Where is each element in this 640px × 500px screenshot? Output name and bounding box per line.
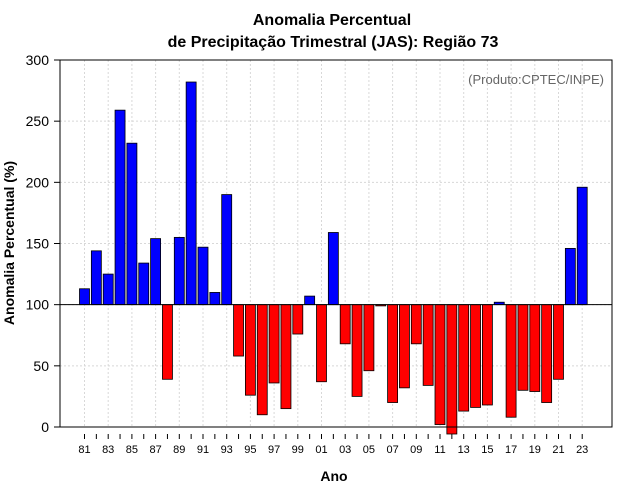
x-tick-label: 89 bbox=[173, 444, 185, 456]
bar-2005 bbox=[363, 304, 375, 372]
bar-2015 bbox=[481, 304, 493, 406]
bar-1983 bbox=[102, 273, 114, 306]
bar-series bbox=[79, 81, 588, 435]
bar-1985 bbox=[126, 142, 138, 306]
bar-2010 bbox=[422, 304, 434, 386]
x-tick-label: 13 bbox=[458, 444, 470, 456]
bar-1999 bbox=[292, 304, 304, 335]
bar-2003 bbox=[339, 304, 351, 345]
bar-2014 bbox=[470, 304, 481, 408]
bar-2018 bbox=[517, 304, 529, 391]
y-tick-label: 250 bbox=[26, 113, 50, 129]
y-tick-label: 150 bbox=[26, 236, 50, 252]
bar-2019 bbox=[529, 304, 541, 392]
x-tick-label: 97 bbox=[268, 444, 280, 456]
bar-1996 bbox=[256, 304, 268, 416]
x-tick-label: 23 bbox=[576, 444, 588, 456]
x-axis-label: Ano bbox=[320, 468, 347, 484]
x-tick-label: 83 bbox=[102, 444, 114, 456]
bar-2021 bbox=[553, 304, 564, 380]
bar-1994 bbox=[233, 304, 244, 357]
bar-1992 bbox=[209, 292, 221, 306]
y-tick-label: 0 bbox=[41, 419, 49, 435]
bar-1998 bbox=[280, 304, 292, 410]
bar-2002 bbox=[327, 232, 339, 306]
bar-2023 bbox=[576, 186, 588, 306]
bar-2008 bbox=[399, 304, 410, 389]
y-tick-label: 50 bbox=[33, 358, 49, 374]
bar-1993 bbox=[221, 194, 233, 306]
y-axis-label: Anomalia Percentual (%) bbox=[1, 161, 17, 325]
x-axis: 81 83 85 87 89 91 93 95 97 99 01 03 05 07 09 11 13 15 17 19… bbox=[78, 434, 588, 456]
bar-1981 bbox=[79, 288, 90, 306]
x-tick-label: 01 bbox=[315, 444, 327, 456]
x-tick-label: 93 bbox=[221, 444, 233, 456]
x-tick-label: 95 bbox=[244, 444, 256, 456]
bar-1982 bbox=[90, 250, 102, 306]
bar-2000 bbox=[304, 295, 316, 306]
x-tick-label: 03 bbox=[339, 444, 351, 456]
bar-1997 bbox=[268, 304, 280, 384]
x-tick-label: 99 bbox=[292, 444, 304, 456]
bar-1987 bbox=[150, 238, 162, 306]
bar-1995 bbox=[244, 304, 256, 396]
x-tick-label: 15 bbox=[481, 444, 493, 456]
x-tick-label: 91 bbox=[197, 444, 209, 456]
x-tick-label: 19 bbox=[529, 444, 541, 456]
x-tick-label: 21 bbox=[552, 444, 564, 456]
x-tick-label: 85 bbox=[126, 444, 138, 456]
bar-1991 bbox=[197, 246, 209, 306]
bar-2022 bbox=[564, 247, 576, 306]
x-tick-label: 87 bbox=[149, 444, 161, 456]
x-tick-label: 09 bbox=[410, 444, 422, 456]
y-tick-label: 300 bbox=[26, 52, 50, 68]
x-tick-label: 05 bbox=[363, 444, 375, 456]
bar-2013 bbox=[458, 304, 470, 412]
bar-2012 bbox=[446, 304, 458, 435]
x-tick-label: 17 bbox=[505, 444, 517, 456]
y-axis: 0 50 100 150 200 250 300 bbox=[26, 52, 60, 435]
source-note: (Produto:CPTEC/INPE) bbox=[468, 72, 604, 87]
x-tick-label: 07 bbox=[386, 444, 398, 456]
bar-2011 bbox=[434, 304, 446, 425]
bar-2004 bbox=[351, 304, 363, 397]
bar-1988 bbox=[162, 304, 173, 380]
bar-1989 bbox=[173, 236, 185, 306]
bar-2009 bbox=[410, 304, 422, 345]
x-tick-label: 11 bbox=[434, 444, 445, 456]
bar-2017 bbox=[505, 304, 517, 418]
x-tick-label: 81 bbox=[78, 444, 90, 456]
bar-1986 bbox=[138, 262, 150, 306]
chart-title-line2: de Precipitação Trimestral (JAS): Região… bbox=[168, 34, 499, 51]
y-tick-label: 200 bbox=[26, 174, 50, 190]
chart-title-line1: Anomalia Percentual bbox=[253, 12, 411, 29]
bar-2020 bbox=[541, 304, 553, 403]
bar-1984 bbox=[114, 109, 126, 306]
y-tick-label: 100 bbox=[26, 297, 50, 313]
bar-2001 bbox=[316, 304, 327, 383]
bar-2007 bbox=[387, 304, 399, 403]
bar-1990 bbox=[185, 81, 197, 306]
